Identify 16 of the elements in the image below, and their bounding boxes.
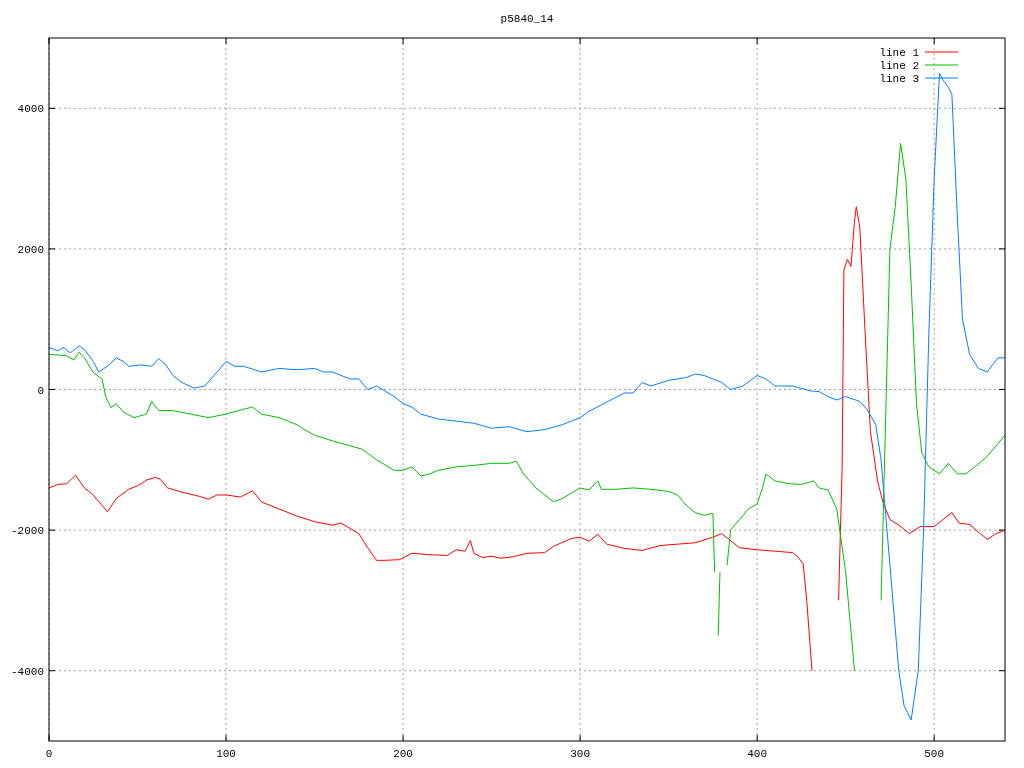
x-tick-label: 500 <box>924 748 945 760</box>
x-tick-label: 300 <box>570 748 591 760</box>
chart-title: p5840_14 <box>500 13 554 25</box>
y-tick-label: 0 <box>37 384 44 397</box>
x-tick-label: 200 <box>393 748 413 760</box>
legend-label: line 3 <box>879 73 919 85</box>
y-tick-label: 2000 <box>17 243 44 256</box>
legend-label: line 2 <box>879 60 919 72</box>
y-tick-label: -4000 <box>10 665 44 678</box>
legend-label: line 1 <box>879 47 920 59</box>
x-tick-label: 400 <box>747 748 768 760</box>
line-series <box>49 72 1005 721</box>
x-tick-label: 100 <box>216 748 236 760</box>
y-tick-label: -2000 <box>10 525 44 538</box>
y-tick-label: 4000 <box>17 103 44 116</box>
x-tick-label: 0 <box>45 748 53 760</box>
